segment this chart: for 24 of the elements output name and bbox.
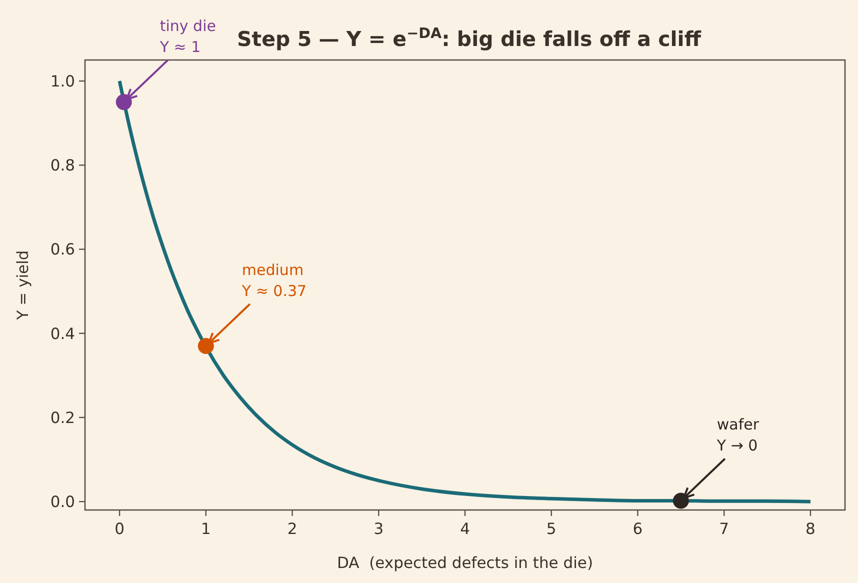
- y-tick-label: 0.0: [50, 493, 75, 512]
- x-tick-label: 6: [632, 520, 643, 538]
- x-tick-label: 1: [200, 520, 211, 538]
- x-tick-label: 2: [287, 520, 298, 538]
- x-tick-label: 4: [460, 520, 470, 538]
- y-tick-label: 0.4: [50, 324, 75, 343]
- annotation: wafer Y → 0: [716, 416, 760, 455]
- x-axis-title: DA (expected defects in the die): [337, 554, 593, 572]
- annotation: medium Y ≈ 0.37: [240, 260, 307, 300]
- y-tick-label: 1.0: [50, 72, 75, 90]
- x-tick-label: 0: [114, 520, 124, 538]
- point: [672, 492, 689, 509]
- x-tick-label: 5: [546, 520, 556, 538]
- point: [198, 338, 214, 354]
- x-tick-label: 7: [719, 520, 730, 538]
- x-tick-label: 3: [374, 520, 384, 538]
- y-axis-title: Y = yield: [14, 250, 32, 321]
- point: [116, 94, 132, 110]
- chart-title: Step 5 — Y = e$^{−DA}$: big die falls off a cliff: [237, 26, 702, 51]
- y-tick-label: 0.8: [50, 156, 75, 175]
- y-tick-label: 0.2: [50, 408, 75, 427]
- y-tick-label: 0.6: [50, 240, 75, 259]
- x-tick-label: 8: [806, 520, 816, 538]
- annotation: tiny die Y ≈ 1: [158, 17, 216, 56]
